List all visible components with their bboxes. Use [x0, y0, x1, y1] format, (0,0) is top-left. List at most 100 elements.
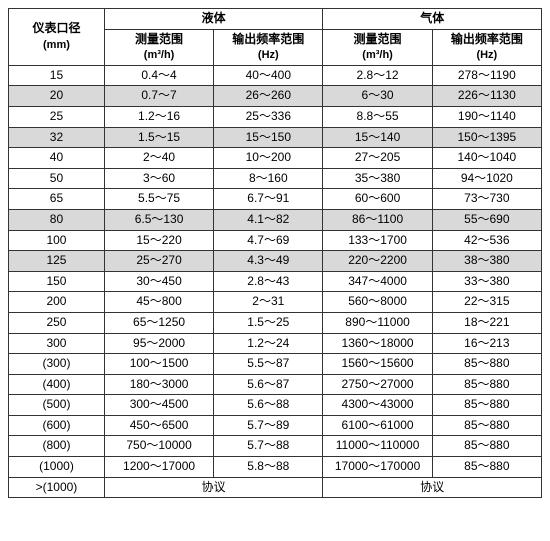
cell-gas-range: 1560～15600 — [323, 354, 432, 375]
cell-liquid-freq: 5.7～89 — [214, 415, 323, 436]
table-row: 15030～4502.8～43347～400033～380 — [9, 271, 542, 292]
cell-liquid-freq: 25～336 — [214, 106, 323, 127]
cell-gas-freq: 18～221 — [432, 312, 541, 333]
cell-gas-range: 890～11000 — [323, 312, 432, 333]
cell-liquid-freq: 8～160 — [214, 168, 323, 189]
table-row: (300)100～15005.5～871560～1560085～880 — [9, 354, 542, 375]
cell-liquid-freq: 6.7～91 — [214, 189, 323, 210]
cell-gas-freq: 33～380 — [432, 271, 541, 292]
cell-gas-freq: 94～1020 — [432, 168, 541, 189]
cell-liquid-freq: 5.6～88 — [214, 395, 323, 416]
header-diameter-unit: (mm) — [43, 39, 70, 51]
cell-gas-freq: 16～213 — [432, 333, 541, 354]
cell-liquid-freq: 4.7～69 — [214, 230, 323, 251]
cell-liquid-freq: 10～200 — [214, 148, 323, 169]
cell-gas-range: 2750～27000 — [323, 374, 432, 395]
header-liquid-range-unit: (m³/h) — [144, 49, 175, 61]
cell-diameter: 150 — [9, 271, 105, 292]
cell-gas-range: 17000～170000 — [323, 457, 432, 478]
table-body: 150.4～440～4002.8～12278～1190200.7～726～260… — [9, 65, 542, 497]
cell-liquid-freq: 5.6～87 — [214, 374, 323, 395]
cell-liquid-freq: 4.3～49 — [214, 251, 323, 272]
cell-diameter: 300 — [9, 333, 105, 354]
header-liquid-freq: 输出频率范围 (Hz) — [214, 29, 323, 65]
table-row: 503～608～16035～38094～1020 — [9, 168, 542, 189]
header-gas-freq-unit: (Hz) — [476, 49, 497, 61]
cell-liquid-range: 1.2～16 — [104, 106, 213, 127]
cell-liquid-freq: 5.5～87 — [214, 354, 323, 375]
cell-diameter: 15 — [9, 65, 105, 86]
cell-liquid-range: 0.7～7 — [104, 86, 213, 107]
table-row: 655.5～756.7～9160～60073～730 — [9, 189, 542, 210]
cell-gas-freq: 85～880 — [432, 436, 541, 457]
table-row: 10015～2204.7～69133～170042～536 — [9, 230, 542, 251]
cell-gas-range: 560～8000 — [323, 292, 432, 313]
cell-gas-range: 6～30 — [323, 86, 432, 107]
cell-diameter: (600) — [9, 415, 105, 436]
header-gas-freq-label: 输出频率范围 — [451, 32, 523, 46]
cell-gas-freq: 278～1190 — [432, 65, 541, 86]
cell-liquid-range: 3～60 — [104, 168, 213, 189]
cell-diameter: 100 — [9, 230, 105, 251]
table-row: (600)450～65005.7～896100～6100085～880 — [9, 415, 542, 436]
header-liquid-range-label: 测量范围 — [135, 32, 183, 46]
cell-liquid-range: 0.4～4 — [104, 65, 213, 86]
table-row: 30095～20001.2～241360～1800016～213 — [9, 333, 542, 354]
header-gas-range-label: 测量范围 — [354, 32, 402, 46]
table-row: 402～4010～20027～205140～1040 — [9, 148, 542, 169]
cell-liquid-freq: 15～150 — [214, 127, 323, 148]
cell-liquid-freq: 4.1～82 — [214, 209, 323, 230]
header-liquid-freq-label: 输出频率范围 — [232, 32, 304, 46]
header-liquid-freq-unit: (Hz) — [258, 49, 279, 61]
cell-gas-range: 27～205 — [323, 148, 432, 169]
cell-liquid-freq: 40～400 — [214, 65, 323, 86]
table-header: 仪表口径 (mm) 液体 气体 测量范围 (m³/h) 输出频率范围 (Hz) … — [9, 9, 542, 66]
cell-gas-range: 133～1700 — [323, 230, 432, 251]
cell-diameter: 65 — [9, 189, 105, 210]
table-row: 806.5～1304.1～8286～110055～690 — [9, 209, 542, 230]
cell-liquid-range: 5.5～75 — [104, 189, 213, 210]
table-row: 25065～12501.5～25890～1100018～221 — [9, 312, 542, 333]
cell-liquid-range: 15～220 — [104, 230, 213, 251]
cell-liquid-range: 300～4500 — [104, 395, 213, 416]
cell-gas-freq: 85～880 — [432, 457, 541, 478]
cell-liquid-range: 180～3000 — [104, 374, 213, 395]
table-row: (800)750～100005.7～8811000～11000085～880 — [9, 436, 542, 457]
cell-diameter: 250 — [9, 312, 105, 333]
cell-gas-freq: 73～730 — [432, 189, 541, 210]
cell-diameter: (400) — [9, 374, 105, 395]
cell-liquid-range: 1.5～15 — [104, 127, 213, 148]
cell-gas-freq: 140～1040 — [432, 148, 541, 169]
cell-gas-range: 8.8～55 — [323, 106, 432, 127]
table-row: 150.4～440～4002.8～12278～1190 — [9, 65, 542, 86]
table-row: (1000)1200～170005.8～8817000～17000085～880 — [9, 457, 542, 478]
table-row: (500)300～45005.6～884300～4300085～880 — [9, 395, 542, 416]
cell-diameter: >(1000) — [9, 477, 105, 498]
cell-liquid-range: 30～450 — [104, 271, 213, 292]
cell-gas-range: 11000～110000 — [323, 436, 432, 457]
cell-liquid-range: 45～800 — [104, 292, 213, 313]
cell-gas-range: 6100～61000 — [323, 415, 432, 436]
cell-liquid-freq: 5.8～88 — [214, 457, 323, 478]
cell-gas-freq: 226～1130 — [432, 86, 541, 107]
cell-liquid-range: 协议 — [104, 477, 323, 498]
cell-liquid-range: 1200～17000 — [104, 457, 213, 478]
cell-liquid-range: 2～40 — [104, 148, 213, 169]
table-row: 20045～8002～31560～800022～315 — [9, 292, 542, 313]
header-diameter-label: 仪表口径 — [32, 21, 80, 35]
cell-diameter: 40 — [9, 148, 105, 169]
cell-liquid-range: 450～6500 — [104, 415, 213, 436]
header-gas-range-unit: (m³/h) — [362, 49, 393, 61]
table-row: (400)180～30005.6～872750～2700085～880 — [9, 374, 542, 395]
cell-gas-freq: 38～380 — [432, 251, 541, 272]
cell-liquid-range: 95～2000 — [104, 333, 213, 354]
cell-liquid-range: 25～270 — [104, 251, 213, 272]
cell-gas-freq: 85～880 — [432, 415, 541, 436]
cell-diameter: 200 — [9, 292, 105, 313]
cell-diameter: (300) — [9, 354, 105, 375]
table-row: 12525～2704.3～49220～220038～380 — [9, 251, 542, 272]
cell-gas-range: 4300～43000 — [323, 395, 432, 416]
cell-liquid-freq: 26～260 — [214, 86, 323, 107]
cell-gas-range: 15～140 — [323, 127, 432, 148]
cell-gas-freq: 22～315 — [432, 292, 541, 313]
